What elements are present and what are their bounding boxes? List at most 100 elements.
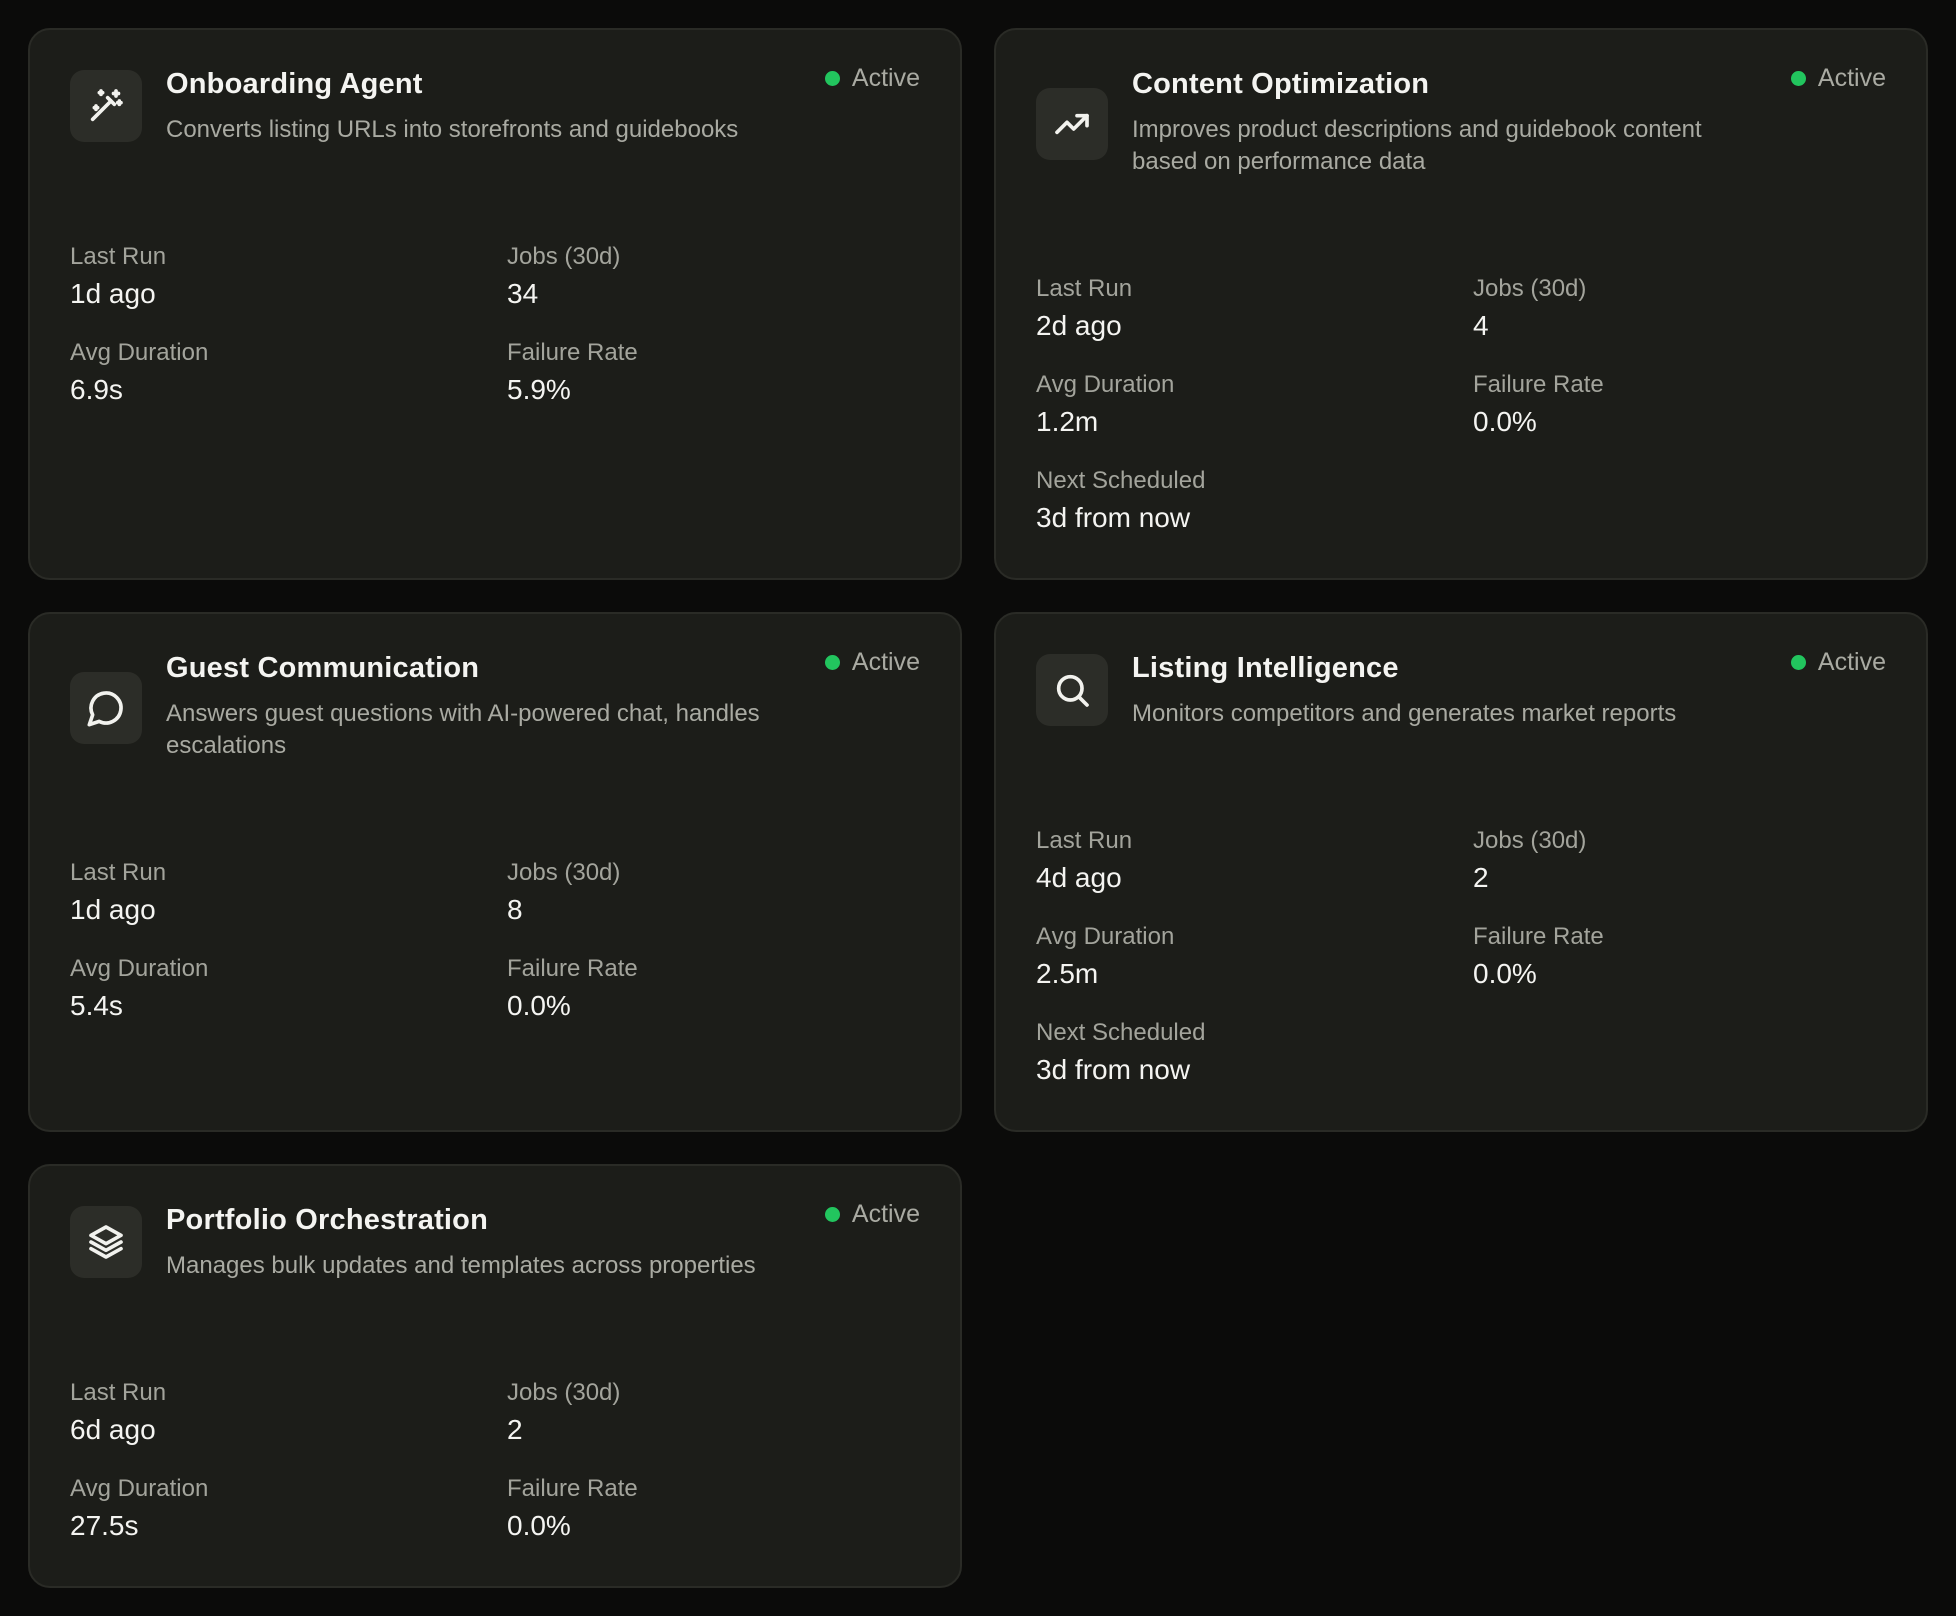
stat-value: 27.5s [70,1510,139,1541]
stat-failure-rate: Failure Rate 5.9% [507,338,907,408]
status-badge: Active [1790,64,1886,93]
stat-label: Jobs (30d) [1473,275,1587,302]
stat-value: 2d ago [1036,310,1122,341]
stat-value: 0.0% [507,1510,571,1541]
stat-avg-duration: Avg Duration 2.5m [1036,922,1436,992]
stat-label: Failure Rate [507,339,638,366]
agent-description: Monitors competitors and generates marke… [1132,700,1677,727]
status-label: Active [1817,64,1886,92]
status-label: Active [1817,648,1886,676]
status-label: Active [851,1200,920,1228]
stat-label: Jobs (30d) [507,243,621,270]
stat-last-run: Last Run 1d ago [70,242,470,312]
agent-title: Portfolio Orchestration [166,1204,489,1236]
agent-title: Listing Intelligence [1132,652,1399,684]
stat-value: 1.2m [1036,406,1099,437]
stat-value: 1d ago [70,278,156,309]
stat-avg-duration: Avg Duration 5.4s [70,954,470,1024]
stat-label: Failure Rate [507,955,638,982]
agent-description: Converts listing URLs into storefronts a… [166,116,739,143]
stat-label: Jobs (30d) [507,1379,621,1406]
stat-value: 0.0% [507,990,571,1021]
stat-failure-rate: Failure Rate 0.0% [1473,922,1873,992]
agent-card-guest-communication[interactable]: Guest Communication Answers guest questi… [28,612,962,1132]
stat-label: Avg Duration [1036,923,1175,950]
stat-next-scheduled: Next Scheduled 3d from now [1036,1018,1436,1088]
stat-label: Failure Rate [1473,371,1604,398]
stat-value: 6d ago [70,1414,156,1445]
status-dot [824,655,840,670]
stat-label: Avg Duration [70,955,209,982]
stat-label: Next Scheduled [1036,1019,1206,1046]
status-label: Active [851,648,920,676]
status-badge: Active [824,1200,920,1229]
agent-card-content-optimization[interactable]: Content Optimization Improves product de… [994,28,1928,580]
stat-value: 1d ago [70,894,156,925]
stat-jobs: Jobs (30d) 2 [1473,826,1873,896]
stat-label: Failure Rate [507,1475,638,1502]
status-dot [1790,71,1806,86]
stat-jobs: Jobs (30d) 34 [507,242,907,312]
stat-label: Last Run [1036,827,1133,854]
stat-value: 5.4s [70,990,123,1021]
agent-description: Manages bulk updates and templates acros… [166,1252,756,1279]
chat-bubble-icon [70,672,142,744]
stat-value: 2 [507,1414,523,1445]
stat-value: 2.5m [1036,958,1099,989]
stat-value: 4 [1473,310,1489,341]
stat-failure-rate: Failure Rate 0.0% [1473,370,1873,440]
stat-label: Last Run [70,1379,167,1406]
stat-failure-rate: Failure Rate 0.0% [507,1474,907,1544]
status-dot [1790,655,1806,670]
agent-description: Improves product descriptions and guideb… [1132,116,1702,175]
status-badge: Active [1790,648,1886,677]
stat-label: Last Run [70,859,167,886]
status-dot [824,1207,840,1222]
stat-jobs: Jobs (30d) 4 [1473,274,1873,344]
stat-jobs: Jobs (30d) 8 [507,858,907,928]
stat-avg-duration: Avg Duration 1.2m [1036,370,1436,440]
agent-card-onboarding[interactable]: Onboarding Agent Converts listing URLs i… [28,28,962,580]
stat-label: Next Scheduled [1036,467,1206,494]
stat-label: Avg Duration [70,339,209,366]
stat-label: Jobs (30d) [507,859,621,886]
status-dot [824,71,840,86]
trending-up-icon [1036,88,1108,160]
agent-title: Onboarding Agent [166,68,423,100]
stat-value: 4d ago [1036,862,1122,893]
stat-value: 0.0% [1473,958,1537,989]
status-badge: Active [824,64,920,93]
stat-jobs: Jobs (30d) 2 [507,1378,907,1448]
stat-value: 2 [1473,862,1489,893]
stat-value: 8 [507,894,523,925]
agent-title: Guest Communication [166,652,480,684]
stat-avg-duration: Avg Duration 6.9s [70,338,470,408]
stat-avg-duration: Avg Duration 27.5s [70,1474,470,1544]
stat-next-scheduled: Next Scheduled 3d from now [1036,466,1436,536]
agent-card-portfolio-orchestration[interactable]: Portfolio Orchestration Manages bulk upd… [28,1164,962,1588]
status-badge: Active [824,648,920,677]
stat-failure-rate: Failure Rate 0.0% [507,954,907,1024]
stat-label: Failure Rate [1473,923,1604,950]
stat-value: 3d from now [1036,1054,1191,1085]
stat-value: 0.0% [1473,406,1537,437]
stat-value: 6.9s [70,374,123,405]
agent-card-listing-intelligence[interactable]: Listing Intelligence Monitors competitor… [994,612,1928,1132]
stat-last-run: Last Run 2d ago [1036,274,1436,344]
stat-label: Last Run [1036,275,1133,302]
stat-value: 3d from now [1036,502,1191,533]
layers-icon [70,1206,142,1278]
agent-description: Answers guest questions with AI-powered … [166,700,760,759]
stat-last-run: Last Run 6d ago [70,1378,470,1448]
stat-label: Avg Duration [1036,371,1175,398]
magic-wand-icon [70,70,142,142]
stat-value: 34 [507,278,539,309]
stat-last-run: Last Run 1d ago [70,858,470,928]
stat-label: Avg Duration [70,1475,209,1502]
stat-value: 5.9% [507,374,571,405]
agent-title: Content Optimization [1132,68,1430,100]
status-label: Active [851,64,920,92]
stat-label: Jobs (30d) [1473,827,1587,854]
search-icon [1036,654,1108,726]
